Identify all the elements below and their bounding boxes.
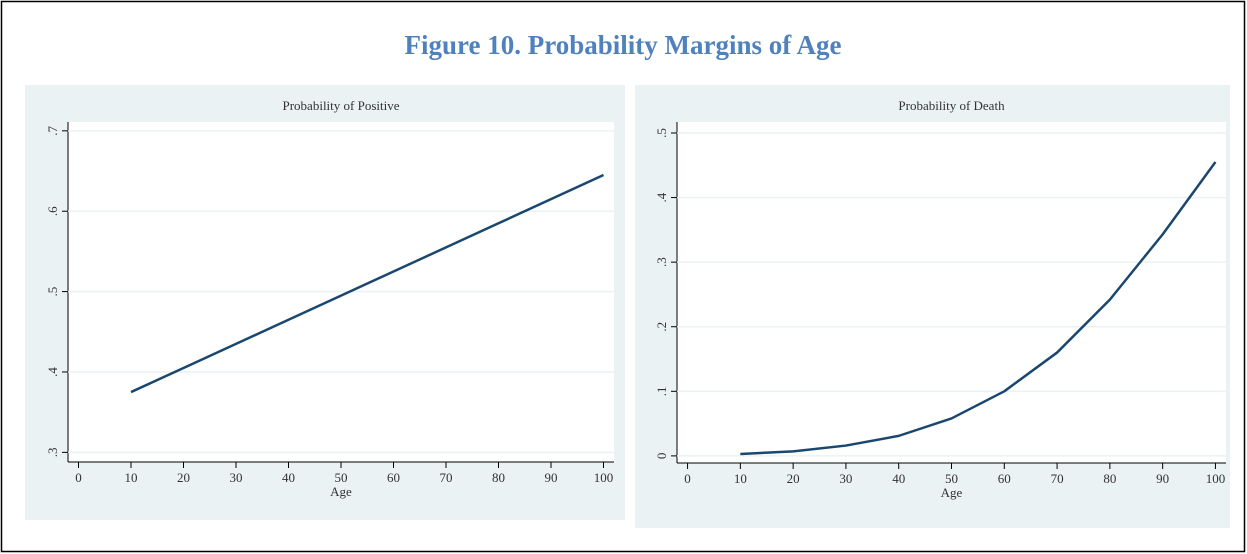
x-tick-label: 10 — [125, 470, 138, 485]
x-tick-label: 0 — [684, 471, 691, 486]
x-tick-label: 20 — [787, 471, 800, 486]
x-tick-label: 70 — [440, 470, 453, 485]
plot-area — [677, 122, 1226, 463]
x-tick-label: 10 — [734, 471, 747, 486]
x-tick-label: 30 — [230, 470, 243, 485]
y-tick-label: .5 — [654, 128, 669, 138]
y-tick-label: .3 — [45, 447, 60, 457]
x-tick-label: 0 — [75, 470, 82, 485]
x-tick-label: 80 — [1103, 471, 1116, 486]
y-tick-label: 0 — [654, 453, 669, 460]
x-axis-label: Age — [330, 484, 352, 499]
y-tick-label: .6 — [45, 206, 60, 216]
figure-title: Figure 10. Probability Margins of Age — [405, 30, 842, 60]
x-tick-label: 50 — [335, 470, 348, 485]
y-tick-label: .5 — [45, 287, 60, 297]
data-line — [740, 161, 1217, 456]
x-tick-label: 40 — [892, 471, 905, 486]
data-line — [130, 173, 605, 394]
x-tick-label: 50 — [945, 471, 958, 486]
x-tick-label: 30 — [839, 471, 852, 486]
x-tick-label: 20 — [177, 470, 190, 485]
y-tick-label: .7 — [45, 125, 60, 135]
y-tick-label: .4 — [654, 192, 669, 202]
x-tick-label: 60 — [998, 471, 1011, 486]
y-tick-label: .4 — [45, 367, 60, 377]
x-axis-label: Age — [941, 485, 963, 500]
x-tick-label: 60 — [387, 470, 400, 485]
y-tick-label: .1 — [654, 386, 669, 396]
x-tick-label: 80 — [492, 470, 505, 485]
y-tick-label: .3 — [654, 257, 669, 267]
x-tick-label: 100 — [1206, 471, 1226, 486]
x-tick-label: 90 — [1156, 471, 1169, 486]
x-tick-label: 100 — [594, 470, 614, 485]
x-tick-label: 90 — [545, 470, 558, 485]
chart-title: Probability of Positive — [283, 98, 400, 113]
x-tick-label: 40 — [282, 470, 295, 485]
chart-title: Probability of Death — [898, 98, 1005, 113]
x-tick-label: 70 — [1051, 471, 1064, 486]
y-tick-label: .2 — [654, 322, 669, 332]
